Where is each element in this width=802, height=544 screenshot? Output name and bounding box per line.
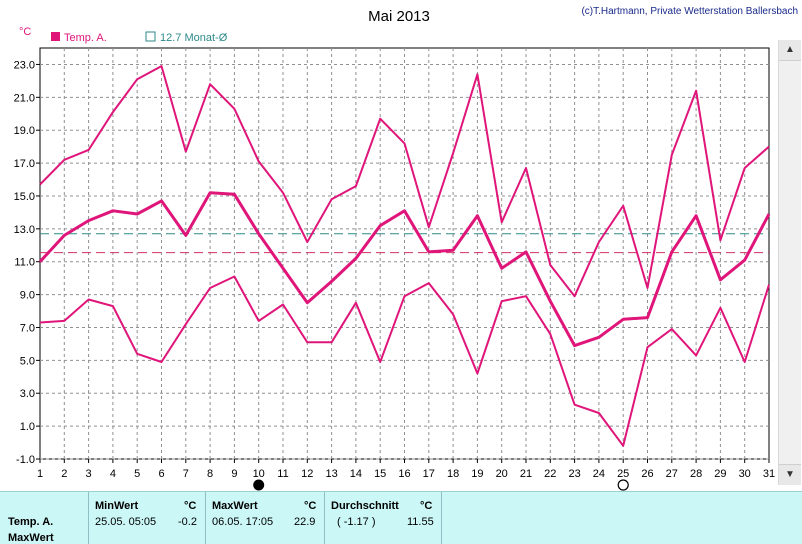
- y-tick-label: 17.0: [14, 158, 35, 170]
- y-tick-label: 9.0: [20, 290, 35, 302]
- x-tick-label: 15: [374, 468, 386, 480]
- new-moon-icon: [617, 479, 629, 491]
- series-max-line: [39, 65, 770, 298]
- x-tick-label: 6: [158, 468, 164, 480]
- x-tick-label: 9: [231, 468, 237, 480]
- x-tick-label: 27: [666, 468, 678, 480]
- scroll-down-arrow-icon[interactable]: ▼: [779, 464, 801, 485]
- plot-area: -1.0 1.0 3.0 5.0 7.0 9.0 11.0 13.0 15.0 17.0 19.0 2…: [14, 47, 775, 491]
- x-tick-label: 17: [423, 468, 435, 480]
- x-tick-label: 7: [183, 468, 189, 480]
- x-tick-label: 19: [471, 468, 483, 480]
- legend-temp-label: Temp. A.: [64, 32, 107, 44]
- x-tick-label: 5: [134, 468, 140, 480]
- max-header: MaxWert: [212, 500, 258, 512]
- x-tick-label: 4: [110, 468, 116, 480]
- x-tick-label: 12: [301, 468, 313, 480]
- full-moon-icon: [253, 479, 265, 491]
- avg-header: Durchschnitt: [331, 500, 399, 512]
- x-tick-label: 26: [641, 468, 653, 480]
- min-datetime: 25.05. 05:05: [95, 516, 157, 528]
- copyright-text: (c)T.Hartmann, Private Wetterstation Bal…: [581, 6, 798, 17]
- x-tick-label: 28: [690, 468, 702, 480]
- min-value: -0.2: [178, 516, 197, 528]
- x-tick-label: 29: [714, 468, 726, 480]
- legend-avg-label: 12.7 Monat-Ø: [160, 32, 228, 44]
- chart-title: Mai 2013: [368, 8, 430, 25]
- y-axis-unit: °C: [19, 26, 31, 38]
- stats-min: MinWert °C 25.05. 05:05 -0.2: [89, 492, 205, 544]
- y-tick-label: 15.0: [14, 191, 35, 203]
- x-tick-label: 22: [544, 468, 556, 480]
- legend-avg-swatch-icon: [145, 31, 156, 42]
- x-tick-label: 2: [61, 468, 67, 480]
- avg-delta: ( -1.17 ): [337, 516, 376, 528]
- x-tick-label: 25: [617, 468, 629, 480]
- y-tick-label: -1.0: [16, 454, 35, 466]
- min-unit: °C: [184, 500, 197, 512]
- y-tick-label: 3.0: [20, 388, 35, 400]
- stats-row-sub: MaxWert: [8, 532, 54, 544]
- series-mean-line: [38, 191, 771, 348]
- x-tick-label: 16: [398, 468, 410, 480]
- x-tick-label: 21: [520, 468, 532, 480]
- y-tick-label: 7.0: [20, 322, 35, 334]
- max-unit: °C: [304, 500, 317, 512]
- stats-panel: Temp. A. MaxWert MinWert °C 25.05. 05:05…: [0, 491, 802, 544]
- y-tick-label: 19.0: [14, 125, 35, 137]
- x-tick-label: 23: [568, 468, 580, 480]
- x-tick-label: 20: [496, 468, 508, 480]
- scroll-up-arrow-icon[interactable]: ▲: [779, 40, 801, 61]
- x-tick-label: 3: [86, 468, 92, 480]
- y-tick-label: 23.0: [14, 59, 35, 71]
- series-min-line: [39, 275, 770, 447]
- stats-avg: Durchschnitt °C ( -1.17 ) 11.55: [325, 492, 441, 544]
- stats-max: MaxWert °C 06.05. 17:05 22.9: [206, 492, 324, 544]
- temperature-chart: Mai 2013 (c)T.Hartmann, Private Wetterst…: [14, 6, 798, 491]
- legend-temp-swatch-icon: [51, 32, 60, 41]
- stats-row-name: Temp. A.: [8, 516, 54, 528]
- x-tick-label: 18: [447, 468, 459, 480]
- y-tick-label: 13.0: [14, 224, 35, 236]
- x-tick-label: 30: [739, 468, 751, 480]
- stats-row-label: Temp. A. MaxWert: [0, 492, 88, 544]
- x-tick-label: 11: [277, 468, 288, 480]
- x-tick-label: 14: [350, 468, 362, 480]
- min-header: MinWert: [95, 500, 139, 512]
- y-tick-label: 5.0: [20, 355, 35, 367]
- x-tick-label: 31: [763, 468, 775, 480]
- max-value: 22.9: [294, 516, 316, 528]
- y-tick-label: 21.0: [14, 92, 35, 104]
- x-tick-label: 1: [37, 468, 43, 480]
- y-tick-label: 11.0: [14, 257, 35, 269]
- y-tick-label: 1.0: [20, 421, 35, 433]
- avg-value: 11.55: [407, 516, 434, 528]
- x-tick-label: 24: [593, 468, 605, 480]
- x-tick-label: 8: [207, 468, 213, 480]
- x-tick-label: 13: [325, 468, 337, 480]
- vertical-scrollbar[interactable]: ▲ ▼: [778, 40, 801, 485]
- max-datetime: 06.05. 17:05: [212, 516, 274, 528]
- x-tick-label: 10: [253, 468, 265, 480]
- avg-unit: °C: [420, 500, 433, 512]
